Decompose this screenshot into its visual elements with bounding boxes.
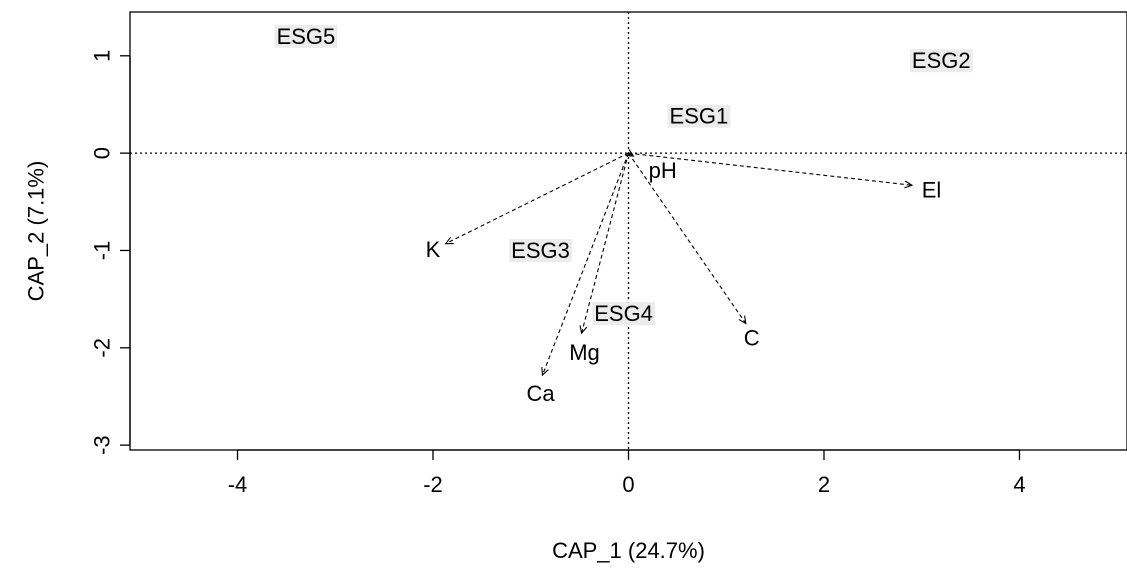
vector-arrow-line — [628, 152, 747, 324]
group-label: ESG4 — [594, 301, 653, 326]
y-axis: -3 -2 -1 0 1 — [90, 50, 131, 455]
vector-arrowhead — [904, 180, 914, 189]
group-label-background — [509, 238, 572, 262]
vector-label: C — [744, 326, 760, 351]
x-axis-title: CAP_1 (24.7%) — [552, 538, 705, 563]
y-tick-label: -1 — [90, 241, 115, 261]
vector-mg: Mg — [569, 152, 630, 365]
vector-label: pH — [649, 158, 677, 183]
y-tick-label: 0 — [90, 147, 115, 159]
y-tick-label: -2 — [90, 338, 115, 358]
vector-arrow-line — [581, 152, 630, 334]
y-axis-title: CAP_2 (7.1%) — [24, 161, 49, 302]
vector-ca: Ca — [526, 152, 630, 406]
group-label-background — [592, 302, 655, 326]
vector-arrow-line — [541, 152, 630, 376]
vector-k: K — [426, 152, 629, 262]
group-label: ESG5 — [277, 24, 336, 49]
vector-arrowhead — [738, 315, 747, 325]
vector-arrowhead — [541, 367, 549, 377]
vector-label: El — [922, 178, 942, 203]
vector-label: Mg — [569, 340, 600, 365]
x-tick-label: 2 — [818, 472, 830, 497]
vector-arrowhead — [444, 237, 454, 245]
y-tick-label: 1 — [90, 50, 115, 62]
plot-area: pH El K C Mg Ca ESG5 ESG2 ESG1 ESG3 ESG4 — [129, 11, 1127, 451]
y-tick-label: -3 — [90, 435, 115, 455]
vector-label: K — [426, 237, 441, 262]
group-label-background — [667, 104, 731, 128]
x-axis: -4 -2 0 2 4 — [228, 449, 1026, 497]
group-label-background — [274, 24, 338, 48]
group-esg4: ESG4 — [592, 301, 655, 326]
group-centroid-labels: ESG5 ESG2 ESG1 ESG3 ESG4 — [274, 24, 973, 326]
group-label: ESG1 — [670, 104, 729, 129]
vector-label: Ca — [526, 381, 555, 406]
group-label: ESG3 — [511, 238, 570, 263]
x-tick-label: -2 — [423, 472, 443, 497]
environmental-vectors: pH El K C Mg Ca — [426, 149, 942, 406]
group-esg1: ESG1 — [667, 104, 731, 129]
group-esg2: ESG2 — [909, 48, 973, 73]
x-tick-label: 0 — [622, 472, 634, 497]
group-esg5: ESG5 — [274, 24, 338, 49]
x-tick-label: -4 — [228, 472, 248, 497]
group-label-background — [909, 49, 973, 73]
vector-arrow-line — [445, 152, 629, 245]
group-label: ESG2 — [912, 48, 971, 73]
x-tick-label: 4 — [1013, 472, 1025, 497]
vector-c: C — [628, 152, 760, 351]
vector-ph: pH — [625, 149, 677, 183]
vector-arrowhead — [579, 325, 588, 335]
vector-el: El — [628, 152, 942, 203]
vector-arrow-line — [628, 152, 913, 186]
group-esg3: ESG3 — [509, 238, 572, 263]
